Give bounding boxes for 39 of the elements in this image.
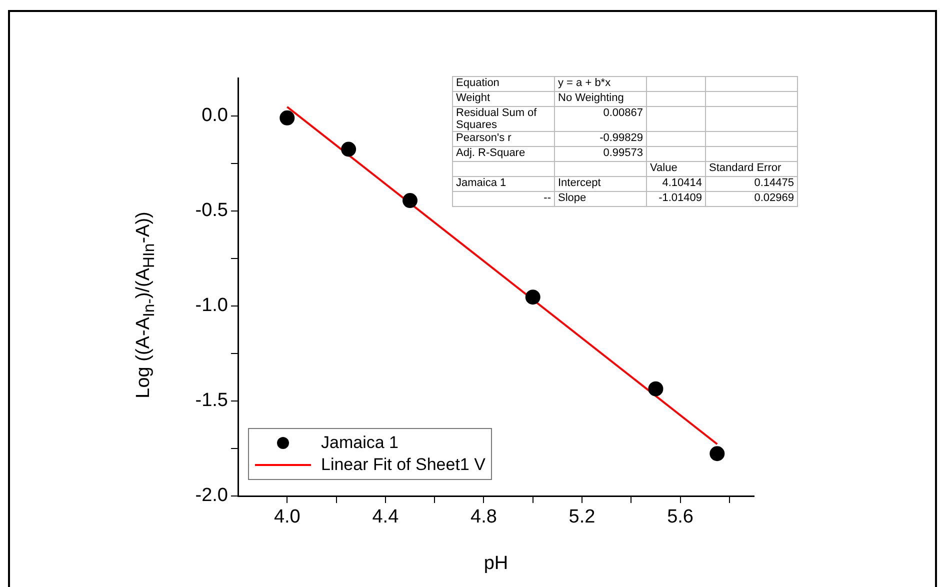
x-tick-label: 5.6 <box>667 506 694 528</box>
annotation: No Weighting <box>554 92 646 106</box>
x-tick-label: 4.8 <box>470 506 497 528</box>
annotation: Value <box>646 162 706 176</box>
annotation: 0.00867 <box>554 106 646 132</box>
point <box>525 290 540 305</box>
y-tick-label: -1.5 <box>195 390 228 412</box>
annotation: Equation <box>452 76 554 92</box>
y-tick-label: 0.0 <box>202 105 228 126</box>
point <box>710 446 725 462</box>
annotation: Adj. R-Square <box>452 146 554 162</box>
point <box>648 381 664 396</box>
annotation: -0.99829 <box>554 132 646 146</box>
annotation: Weight <box>452 92 554 106</box>
annotation: Pearson's r <box>452 132 554 146</box>
y-tick-label: -1.0 <box>195 295 228 316</box>
text: 0.02969 <box>706 192 798 206</box>
point <box>341 142 356 157</box>
annotation: Intercept <box>554 176 646 192</box>
legend-label: Jamaica 1 <box>321 433 398 453</box>
annotation: Residual Sum of Squares <box>452 106 554 132</box>
text: 0.14475 <box>706 176 798 192</box>
annotation: y = a + b*x <box>554 76 646 92</box>
x-tick-label: 5.2 <box>568 506 596 528</box>
annotation: -1.01409 <box>646 192 706 206</box>
y-tick-label: -0.5 <box>195 200 228 222</box>
annotation: -- <box>452 192 554 206</box>
annotation: Slope <box>554 192 646 206</box>
annotation: Standard Error <box>706 162 798 176</box>
annotation: Jamaica 1 <box>452 176 554 192</box>
legend-label: Linear Fit of Sheet1 V <box>321 455 486 475</box>
point <box>280 110 295 126</box>
point <box>402 193 418 208</box>
x-tick-label: 4.4 <box>372 506 400 528</box>
y-tick-label: -2.0 <box>195 485 228 506</box>
annotation: 0.99573 <box>554 146 646 162</box>
annotation: 4.10414 <box>646 176 706 192</box>
x-axis-title: pH <box>484 552 508 574</box>
x-tick-label: 4.0 <box>274 506 300 528</box>
